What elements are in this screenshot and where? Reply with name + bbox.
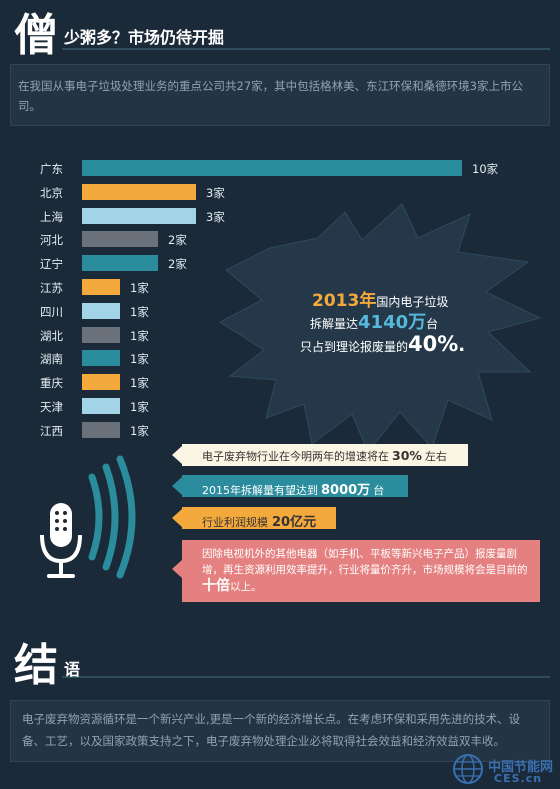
info-box-4-value: 十倍: [202, 578, 230, 594]
bar: [82, 160, 462, 176]
conclusion-box: [10, 700, 550, 762]
header-icon-char: 僧: [14, 10, 58, 61]
bar-value-label: 1家: [130, 352, 149, 367]
page-title: 少粥多？市场仍待开掘: [64, 28, 225, 47]
conclusion-icon-char: 结: [14, 640, 58, 691]
bar: [82, 398, 120, 414]
burst-line-2: 拆解量达4140万台: [310, 308, 438, 334]
burst-line-2-suffix: 台: [426, 317, 439, 331]
burst-value-4140: 4140万: [358, 312, 427, 333]
bar: [82, 326, 120, 343]
bar: [82, 279, 120, 295]
watermark-url: CES.cn: [494, 772, 543, 785]
bar-label: 江苏: [40, 281, 63, 295]
conclusion-underline: [62, 642, 550, 678]
burst-line-3-suffix: .: [458, 335, 466, 356]
burst-line-3: 只占到理论报废量的40%.: [300, 332, 465, 356]
bar-value-label: 1家: [130, 281, 149, 295]
bar: [82, 207, 196, 224]
info-box-3-value: 20亿元: [272, 515, 317, 530]
conclusion-title: 语: [64, 660, 81, 679]
bar-value-label: 3家: [206, 185, 225, 200]
burst-line-3-prefix: 只占到理论报废量的: [300, 340, 409, 354]
burst-value-40: 40%: [408, 332, 459, 356]
bar-value-label: 3家: [206, 209, 225, 224]
bar-label: 重庆: [40, 376, 63, 391]
bar-value-label: 1家: [130, 328, 149, 343]
info-box-2-value: 8000万: [321, 483, 371, 498]
info-box-3-arrow: [172, 509, 182, 527]
bar-value-label: 2家: [168, 233, 187, 248]
info-box-1-prefix: 电子废弃物行业在今明两年的增速将在: [202, 450, 389, 463]
bar: [82, 421, 120, 438]
info-box-2: 2015年拆解量有望达到 8000万台: [182, 475, 408, 498]
info-box-1-suffix: 左右: [424, 450, 447, 463]
bar-label: 江西: [40, 423, 63, 438]
bar-label: 上海: [40, 209, 63, 224]
burst-year: 2013年: [312, 291, 377, 311]
info-box-4: 因除电视机外的其他电器（如手机、平板等新兴电子产品）报废量剧增，再生资源利用效率…: [182, 540, 540, 602]
info-box-4-text: 因除电视机外的其他电器（如手机、平板等新兴电子产品）报废量剧增，再生资源利用效率…: [202, 548, 528, 576]
starburst-shape: [219, 203, 542, 453]
info-box-1-value: 30%: [392, 448, 422, 463]
header-underline: [62, 14, 550, 50]
bar-value-label: 1家: [130, 423, 149, 438]
bar: [82, 374, 120, 391]
info-box-3-prefix: 行业利润规模: [202, 516, 268, 529]
info-box-1-arrow: [172, 446, 182, 464]
bar-value-label: 1家: [130, 376, 149, 391]
bar-value-label: 1家: [130, 304, 149, 319]
microphone-icon: [40, 455, 136, 579]
info-box-1: 电子废弃物行业在今明两年的增速将在 30% 左右: [182, 444, 468, 466]
info-box-3: 行业利润规模 20亿元: [182, 507, 336, 530]
intro-text: 在我国从事电子垃圾处理业务的重点公司共27家，其中包括格林美、东江环保和桑德环境…: [18, 79, 523, 113]
info-box-2-prefix: 2015年拆解量有望达到: [202, 484, 318, 497]
bar-value-label: 10家: [472, 162, 499, 176]
burst-line-2-prefix: 拆解量达: [310, 317, 359, 331]
info-box-4-arrow: [172, 560, 182, 578]
globe-logo-icon: [453, 754, 483, 784]
bar: [82, 350, 120, 367]
burst-line-1: 2013年国内电子垃圾: [312, 286, 448, 311]
info-box-4-suffix: 以上。: [230, 581, 262, 593]
watermark-name: 中国节能网: [488, 760, 554, 775]
info-box-2-arrow: [172, 477, 182, 495]
bar: [82, 255, 158, 272]
bar-label: 北京: [40, 185, 63, 200]
bar: [82, 183, 196, 200]
bar-label: 辽宁: [40, 257, 63, 272]
bar-label: 湖南: [40, 352, 63, 367]
bar-label: 湖北: [40, 328, 63, 343]
bar: [82, 231, 158, 248]
bar-value-label: 1家: [130, 400, 149, 414]
bar-value-label: 2家: [168, 257, 187, 272]
bar-label: 河北: [40, 233, 63, 248]
bar-label: 天津: [40, 400, 63, 414]
bar: [82, 302, 120, 319]
conclusion-text: 电子废弃物资源循环是一个新兴产业,更是一个新的经济增长点。在考虑环保和采用先进的…: [22, 712, 521, 748]
info-box-2-suffix: 台: [373, 484, 385, 497]
bar-label: 四川: [40, 304, 63, 319]
burst-line-1-text: 国内电子垃圾: [376, 295, 449, 309]
bar-label: 广东: [40, 162, 63, 176]
intro-box: [10, 64, 550, 126]
